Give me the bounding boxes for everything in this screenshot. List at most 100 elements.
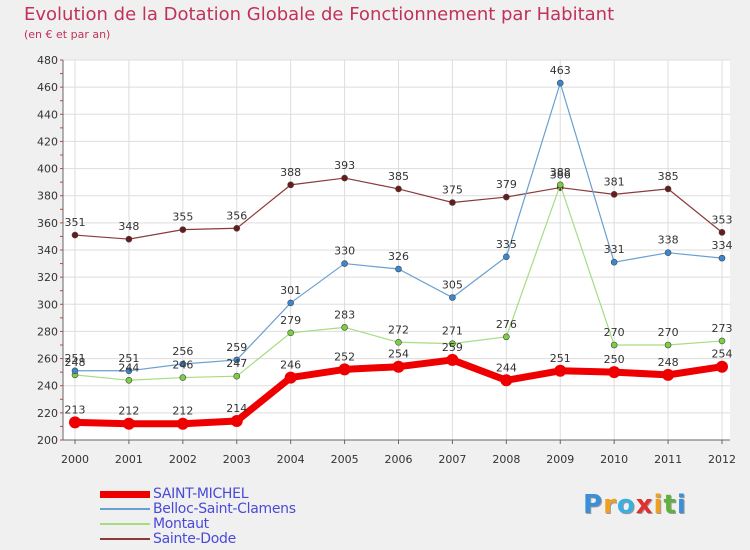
data-point — [69, 416, 81, 429]
data-point — [125, 376, 133, 384]
data-label: 356 — [226, 209, 247, 222]
data-label: 375 — [442, 184, 463, 197]
data-point — [556, 181, 564, 189]
data-label: 283 — [334, 308, 355, 321]
data-point — [125, 235, 133, 243]
logo-letter: r — [603, 490, 617, 520]
data-point — [125, 367, 133, 375]
data-point — [341, 174, 348, 182]
data-label: 379 — [496, 178, 517, 191]
data-label: 463 — [550, 64, 571, 77]
data-point — [395, 185, 402, 193]
data-label: 270 — [658, 326, 679, 339]
data-label: 247 — [226, 357, 247, 370]
data-point — [179, 374, 187, 381]
x-tick-label: 2012 — [708, 453, 736, 466]
x-tick-label: 2010 — [600, 453, 628, 466]
data-label: 276 — [496, 318, 517, 331]
logo-letter: i — [676, 490, 687, 520]
data-point — [554, 364, 567, 377]
data-point — [71, 367, 79, 375]
x-tick-label: 2003 — [223, 453, 251, 466]
data-label: 353 — [712, 213, 733, 226]
data-point — [230, 415, 243, 427]
data-label: 279 — [280, 314, 301, 327]
data-point — [718, 229, 726, 236]
chart-subtitle: (en € et par an) — [24, 28, 111, 41]
data-point — [179, 360, 187, 368]
y-tick-label: 240 — [37, 380, 58, 393]
data-label: 272 — [388, 323, 409, 336]
y-tick-label: 220 — [37, 407, 58, 420]
data-label: 338 — [658, 234, 679, 247]
y-tick-label: 400 — [37, 163, 58, 176]
data-point — [449, 340, 456, 347]
data-point — [338, 363, 351, 376]
y-tick-label: 280 — [37, 325, 58, 338]
data-point — [449, 199, 456, 206]
data-label: 248 — [658, 356, 679, 369]
legend-swatch — [100, 538, 150, 540]
data-label: 259 — [442, 341, 463, 354]
data-label: 251 — [118, 352, 139, 365]
data-point — [556, 79, 564, 87]
y-tick-label: 320 — [37, 271, 58, 284]
legend-swatch — [100, 508, 150, 510]
y-tick-label: 340 — [37, 244, 58, 257]
data-point — [71, 231, 79, 239]
data-point — [664, 185, 672, 193]
data-label: 212 — [118, 405, 139, 418]
data-point — [610, 258, 618, 266]
legend-label: Sainte-Dode — [153, 531, 236, 547]
data-label: 213 — [65, 403, 86, 416]
x-tick-label: 2007 — [438, 453, 466, 466]
data-label: 335 — [496, 238, 517, 251]
legend-label: SAINT-MICHEL — [153, 486, 249, 502]
y-tick-label: 260 — [37, 353, 58, 366]
x-tick-label: 2008 — [492, 453, 520, 466]
data-label: 393 — [334, 159, 355, 172]
data-label: 248 — [65, 356, 86, 369]
data-point — [716, 360, 728, 373]
data-point — [287, 329, 294, 337]
data-label: 326 — [388, 250, 409, 263]
data-point — [341, 260, 348, 267]
data-label: 259 — [226, 341, 247, 354]
data-point — [503, 253, 510, 261]
data-point — [718, 254, 726, 262]
legend-label: Belloc-Saint-Clamens — [153, 501, 296, 517]
data-label: 214 — [226, 402, 247, 415]
x-tick-label: 2002 — [169, 453, 197, 466]
data-point — [179, 226, 187, 233]
data-label: 251 — [550, 352, 571, 365]
data-label: 256 — [172, 345, 193, 358]
data-label: 246 — [172, 359, 193, 372]
x-tick-label: 2000 — [61, 453, 89, 466]
data-point — [664, 249, 672, 257]
data-point — [233, 372, 241, 380]
x-tick-label: 2009 — [546, 453, 574, 466]
data-point — [662, 368, 675, 381]
logo-letter: o — [616, 490, 636, 520]
data-label: 388 — [550, 166, 571, 179]
data-point — [503, 193, 510, 201]
data-label: 305 — [442, 279, 463, 292]
data-label: 250 — [604, 353, 625, 366]
data-point — [287, 181, 294, 189]
logo-letter: P — [583, 490, 604, 520]
data-point — [395, 265, 402, 273]
data-point — [176, 417, 189, 430]
legend-swatch — [100, 491, 150, 498]
x-tick-label: 2004 — [277, 453, 305, 466]
y-tick-label: 200 — [37, 434, 58, 447]
data-label: 254 — [388, 348, 409, 361]
data-label: 252 — [334, 350, 355, 363]
data-label: 331 — [604, 243, 625, 256]
data-label: 270 — [604, 326, 625, 339]
logo-letter: x — [635, 490, 654, 520]
data-label: 301 — [280, 284, 301, 297]
x-tick-label: 2005 — [331, 453, 359, 466]
data-label: 251 — [65, 352, 86, 365]
data-label: 386 — [550, 169, 571, 182]
